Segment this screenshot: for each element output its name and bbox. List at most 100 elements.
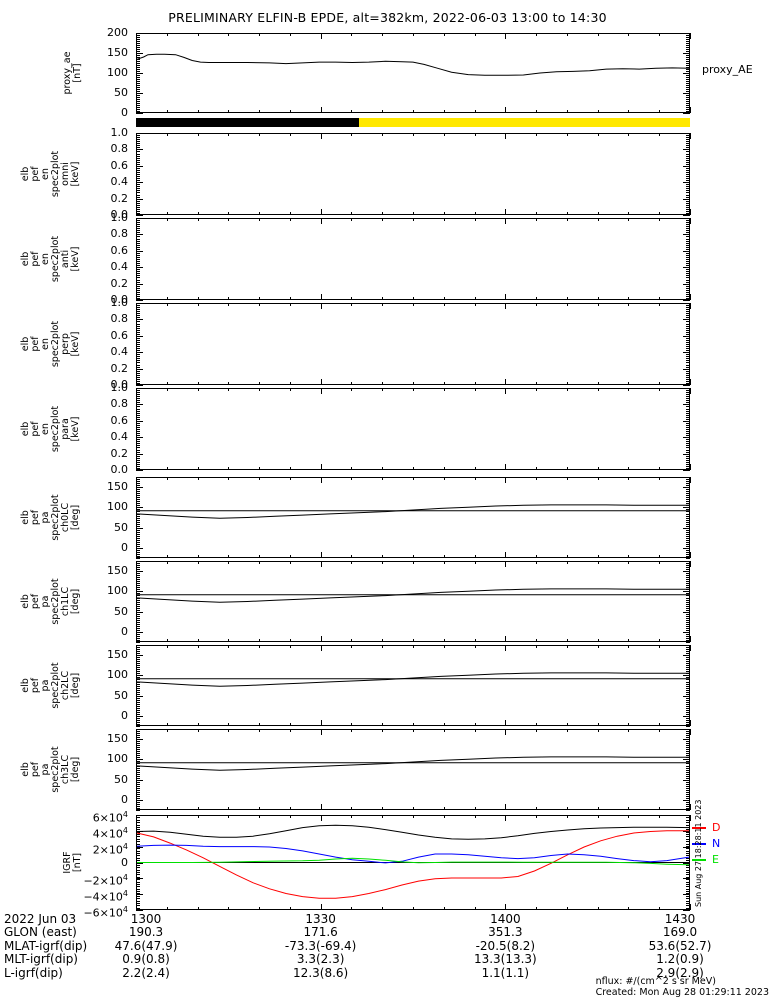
ytick-minor xyxy=(136,836,140,838)
ytick-minor xyxy=(686,902,690,904)
ytick-minor xyxy=(686,435,690,437)
ytick-minor xyxy=(686,341,690,343)
ytick-minor xyxy=(686,133,690,134)
ytick-minor xyxy=(686,733,690,734)
ytick-minor xyxy=(686,591,690,593)
ytick-minor xyxy=(136,485,140,487)
ylabel-line: [deg] xyxy=(70,588,81,615)
xtick-minor xyxy=(628,477,630,480)
xtick-minor xyxy=(228,645,230,648)
ytick-minor xyxy=(136,41,140,42)
xtick-minor xyxy=(443,467,445,470)
xtick-minor xyxy=(474,467,476,470)
ytick-minor xyxy=(136,717,140,719)
ytick-minor xyxy=(136,683,140,685)
ytick-minor xyxy=(686,101,690,102)
xtick-minor xyxy=(443,645,445,648)
ytick-minor xyxy=(136,898,140,900)
xtick-minor xyxy=(597,723,599,726)
ytick-minor xyxy=(686,675,690,677)
xtick-minor xyxy=(659,218,661,221)
ytick-minor xyxy=(136,267,140,269)
ytick-minor xyxy=(686,63,690,64)
ytick-minor xyxy=(136,459,140,461)
ytick-minor xyxy=(136,722,140,723)
ytick-minor xyxy=(136,341,140,343)
ytick-minor xyxy=(136,693,140,695)
ytick-minor xyxy=(686,396,690,398)
ytick-minor xyxy=(136,705,140,707)
ytick-minor xyxy=(686,145,690,147)
ytick-minor xyxy=(136,352,140,354)
traces-igrf xyxy=(136,824,690,899)
ytick-minor xyxy=(136,739,140,741)
ytick-minor xyxy=(136,147,140,149)
xtick-minor xyxy=(443,33,445,36)
xtick-minor xyxy=(628,218,630,221)
xtick-minor xyxy=(443,297,445,300)
xtick-minor xyxy=(566,555,568,558)
xtick-minor xyxy=(566,729,568,732)
xtick-minor xyxy=(166,110,168,113)
status-bar-black xyxy=(136,118,360,127)
xtick-minor xyxy=(166,133,168,136)
ytick-minor xyxy=(136,625,140,627)
ytick-minor xyxy=(136,822,140,824)
ytick-minor xyxy=(136,303,140,304)
ytick-label: 0 xyxy=(121,855,128,869)
ytick-minor xyxy=(136,145,140,147)
ytick-minor xyxy=(136,487,140,489)
xtick-minor xyxy=(289,815,291,818)
xtick-minor xyxy=(259,561,261,564)
ytick-minor xyxy=(136,161,140,163)
ytick-minor xyxy=(136,515,140,517)
panel-pa-ch2lc xyxy=(136,645,690,726)
ylabel-proxy-ae: proxy_ae [nT] xyxy=(62,33,83,113)
ytick-minor xyxy=(686,864,690,866)
xtick-minor xyxy=(136,33,137,36)
xtick-minor xyxy=(382,33,384,36)
ytick-minor xyxy=(686,876,690,878)
ytick-minor xyxy=(686,372,690,374)
xtick-minor xyxy=(382,212,384,215)
ytick-minor xyxy=(686,722,690,723)
legend-swatch-E xyxy=(692,859,706,861)
ytick-minor xyxy=(136,627,140,629)
ytick-minor xyxy=(136,113,140,114)
ytick-minor xyxy=(686,583,690,585)
traces-en-perp xyxy=(137,304,689,384)
ytick-label: 50 xyxy=(114,772,128,786)
ytick-minor xyxy=(686,339,690,341)
xtick-minor xyxy=(228,723,230,726)
ytick-minor xyxy=(136,556,140,557)
xtick-minor xyxy=(289,297,291,300)
ytick-minor xyxy=(686,685,690,687)
ytick-minor xyxy=(686,388,690,389)
xtick-minor xyxy=(690,907,691,910)
ytick-minor xyxy=(686,49,690,50)
ytick-minor xyxy=(136,360,140,362)
ytick-minor xyxy=(136,261,140,263)
ytick-labels-en-anti: 1.0 0.8 0.6 0.4 0.2 0.0 xyxy=(88,212,132,305)
xtick-minor xyxy=(259,382,261,385)
ytick-minor xyxy=(686,157,690,159)
ytick-minor xyxy=(136,753,140,755)
ytick-minor xyxy=(136,763,140,765)
xtick-minor xyxy=(320,815,322,818)
xtick-minor xyxy=(413,467,414,470)
xtick-minor xyxy=(505,555,507,558)
ytick-minor xyxy=(136,53,140,54)
xtick-minor xyxy=(197,561,199,564)
ytick-minor xyxy=(136,724,140,725)
xtick-minor xyxy=(505,639,507,642)
ytick-minor xyxy=(686,196,690,198)
xtick-minor xyxy=(474,110,476,113)
xtick-minor xyxy=(351,382,353,385)
ytick-labels-en-perp: 1.0 0.8 0.6 0.4 0.2 0.0 xyxy=(88,297,132,390)
ytick-minor xyxy=(136,907,140,909)
ylabel-line: [nT] xyxy=(72,852,83,873)
xtick-minor xyxy=(413,382,414,385)
ytick-minor xyxy=(686,277,690,279)
ytick-minor xyxy=(136,331,140,333)
ytick-minor xyxy=(686,819,690,821)
